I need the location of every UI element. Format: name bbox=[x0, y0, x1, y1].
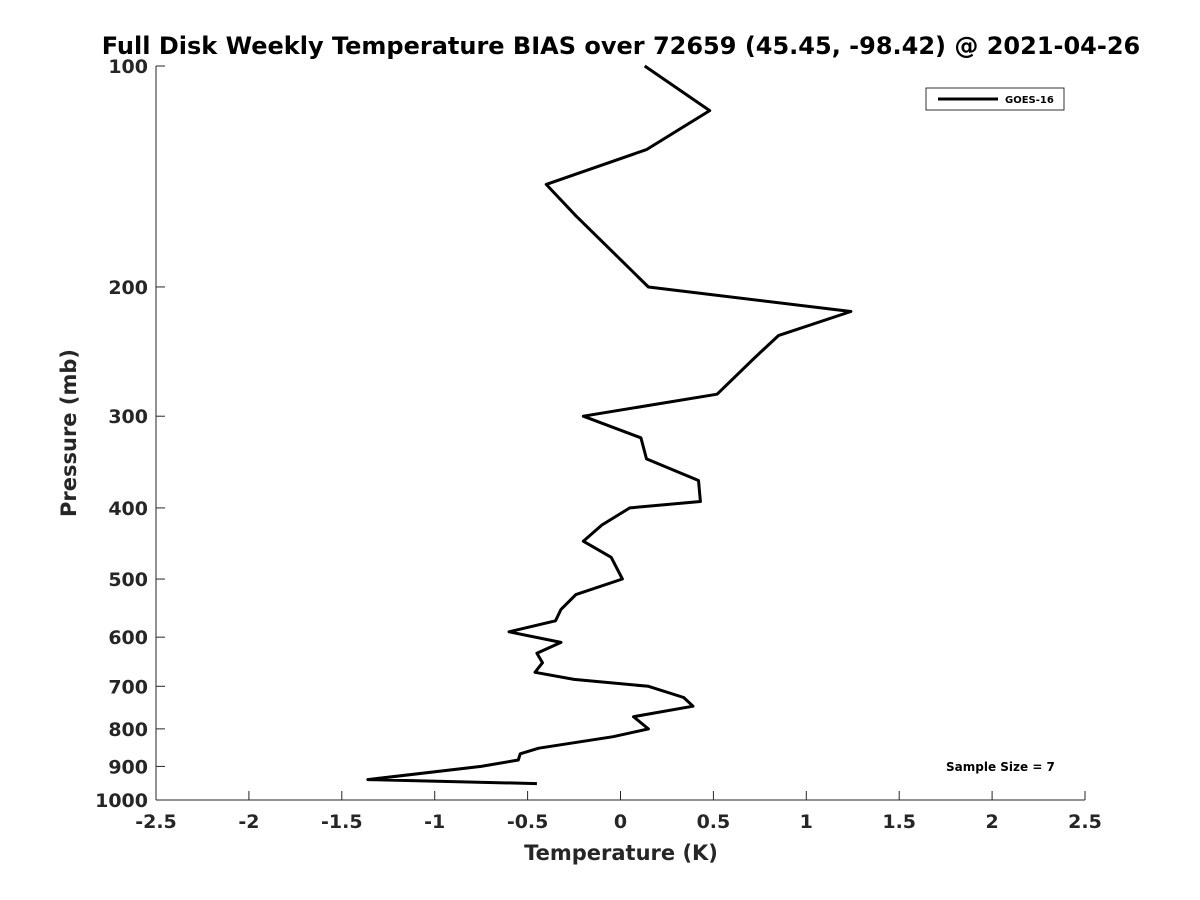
x-tick-label: 0 bbox=[614, 811, 627, 833]
x-tick-label: -1 bbox=[424, 811, 445, 833]
x-tick-label: 2.5 bbox=[1068, 811, 1102, 833]
chart-title: Full Disk Weekly Temperature BIAS over 7… bbox=[102, 32, 1141, 60]
x-tick-label: -0.5 bbox=[507, 811, 549, 833]
y-tick-label: 900 bbox=[108, 756, 148, 778]
y-tick-label: 600 bbox=[108, 627, 148, 649]
x-tick-label: -2 bbox=[238, 811, 259, 833]
series-line-goes-16 bbox=[366, 64, 853, 786]
y-tick-label: 700 bbox=[108, 676, 148, 698]
x-tick-label: -2.5 bbox=[135, 811, 177, 833]
legend-label-goes-16: GOES-16 bbox=[1005, 95, 1054, 106]
x-axis-label: Temperature (K) bbox=[524, 841, 718, 865]
x-tick-label: 1 bbox=[800, 811, 813, 833]
y-tick-label: 400 bbox=[108, 498, 148, 520]
x-tick-label: 1.5 bbox=[882, 811, 916, 833]
y-tick-label: 500 bbox=[108, 569, 148, 591]
sample-size-annotation: Sample Size = 7 bbox=[946, 760, 1055, 774]
y-axis-label: Pressure (mb) bbox=[57, 349, 81, 517]
y-tick-label: 800 bbox=[108, 719, 148, 741]
x-ticks: -2.5 -2 -1.5 -1 -0.5 0 0.5 1 1.5 2 2.5 bbox=[135, 791, 1102, 833]
x-tick-label: -1.5 bbox=[321, 811, 363, 833]
legend: GOES-16 bbox=[925, 87, 1065, 111]
y-tick-label: 200 bbox=[108, 277, 148, 299]
axes bbox=[155, 66, 1085, 801]
y-tick-label: 100 bbox=[108, 56, 148, 78]
y-tick-label: 300 bbox=[108, 406, 148, 428]
x-tick-label: 0.5 bbox=[697, 811, 731, 833]
y-tick-label: 1000 bbox=[95, 790, 148, 812]
x-tick-label: 2 bbox=[985, 811, 998, 833]
y-ticks: 100 200 300 400 500 600 700 800 900 1000 bbox=[95, 56, 165, 812]
